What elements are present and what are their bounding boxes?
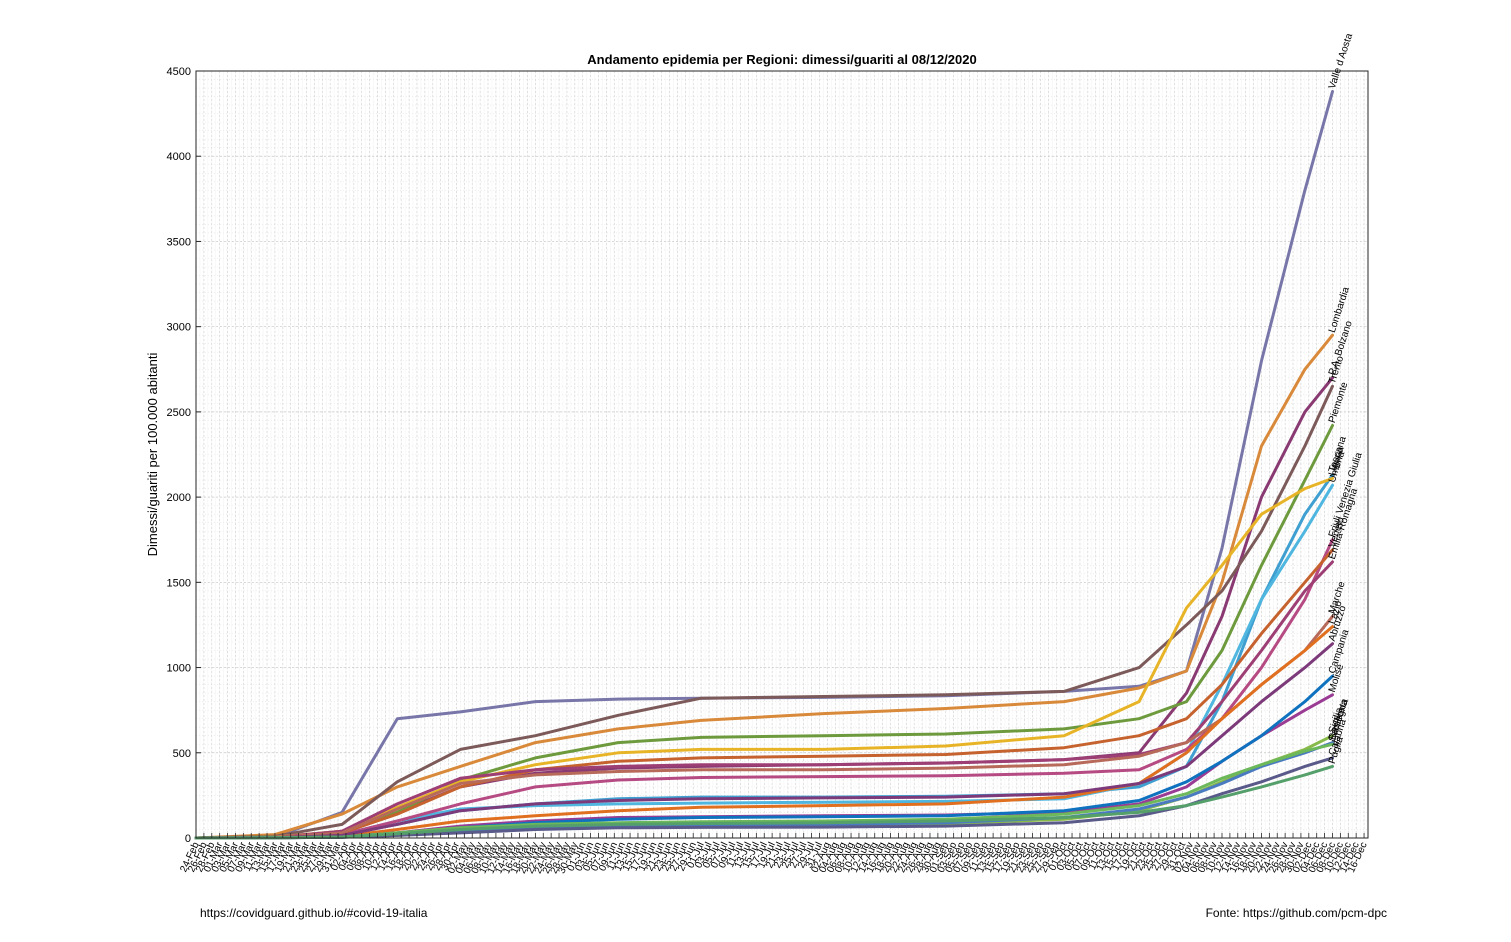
footer-source-link[interactable]: https://covidguard.github.io/#covid-19-i… (200, 906, 428, 920)
y-tick-label: 0 (185, 833, 191, 845)
series-label-0: Valle d Aosta (1327, 32, 1355, 91)
y-tick-label: 500 (173, 748, 191, 760)
y-tick-label: 4000 (167, 151, 191, 163)
series-line-13 (194, 642, 1334, 840)
series-line-6 (194, 476, 1334, 840)
y-tick-label: 2500 (167, 407, 191, 419)
series-line-9 (194, 548, 1334, 840)
y-tick-label: 4500 (167, 66, 191, 78)
series-line-12 (194, 625, 1334, 840)
series-group (194, 90, 1334, 840)
series-label-3: Trento (1327, 354, 1346, 385)
y-ticks: 0 500 1000 1500 2000 2500 3000 3500 4000 4500 (167, 66, 201, 845)
series-line-10 (194, 560, 1334, 840)
y-tick-label: 1000 (167, 663, 191, 675)
plot-frame (195, 70, 1369, 839)
y-tick-label: 2000 (167, 492, 191, 504)
series-line-8 (194, 538, 1334, 840)
chart-title: Andamento epidemia per Regioni: dimessi/… (587, 52, 976, 67)
footer-data-source: Fonte: https://github.com/pcm-dpc (1205, 906, 1387, 920)
y-axis-label: Dimessi/guariti per 100.000 abitanti (145, 353, 160, 557)
y-tick-label: 3500 (167, 236, 191, 248)
series-line-20 (194, 764, 1334, 840)
minor-grid (195, 70, 1369, 839)
series-label-4: Piemonte (1327, 380, 1351, 424)
y-tick-label: 1500 (167, 577, 191, 589)
y-tick-label: 3000 (167, 322, 191, 334)
series-line-3 (194, 384, 1334, 840)
x-ticks: 24-Feb26-Feb28-Feb01-Mar03-Mar05-Mar07-M… (178, 833, 1370, 876)
